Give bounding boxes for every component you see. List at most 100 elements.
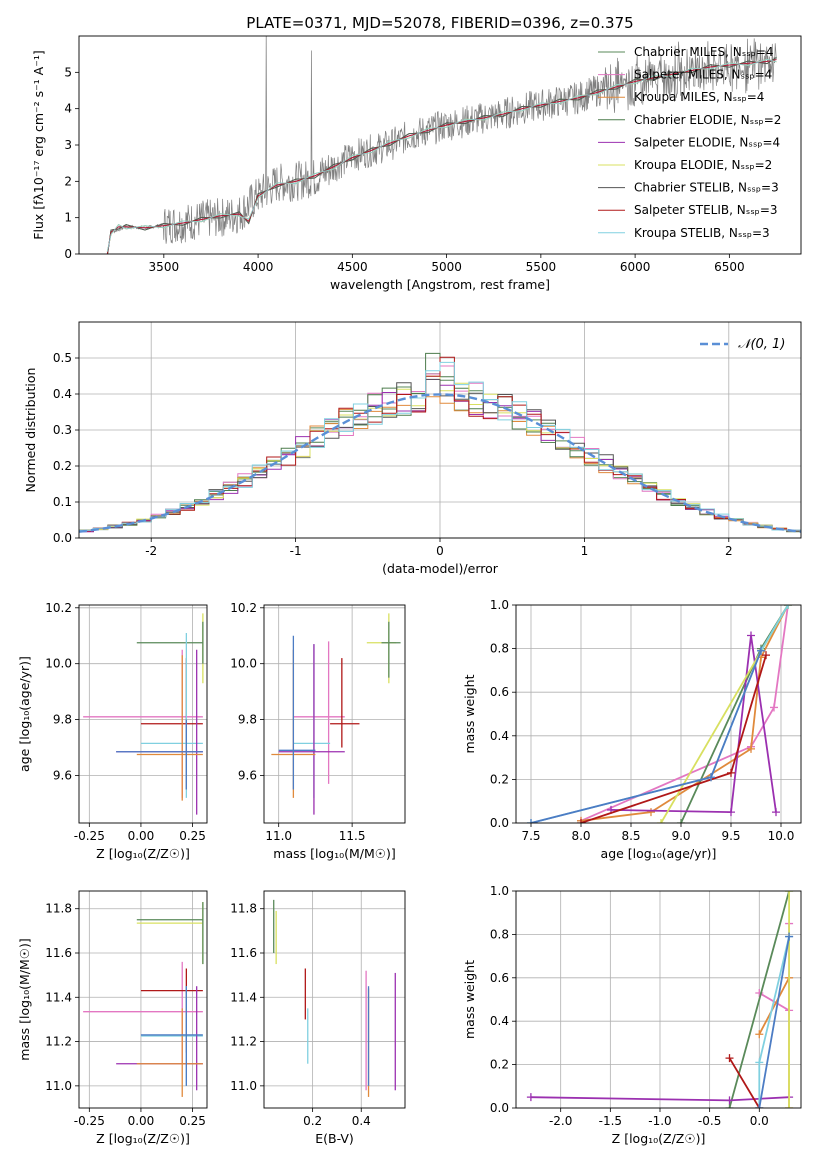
x-tick-label: 0.25 bbox=[179, 829, 206, 843]
y-tick-label: 9.6 bbox=[53, 768, 72, 782]
x-tick-label: -0.25 bbox=[74, 1114, 105, 1128]
y-tick-label: 11.0 bbox=[45, 1079, 72, 1093]
weight-marker bbox=[647, 808, 655, 817]
x-tick-label: -2 bbox=[145, 544, 157, 558]
legend-entry: Kroupa ELODIE, Nₛₛₚ=2 bbox=[634, 158, 772, 172]
x-tick-label: 6500 bbox=[714, 260, 745, 274]
x-tick-label: -1.0 bbox=[648, 1114, 671, 1128]
x-tick-label: 11.5 bbox=[339, 829, 366, 843]
y-tick-label: 0.3 bbox=[53, 423, 72, 437]
y-tick-label: 0 bbox=[64, 247, 72, 261]
x-tick-label: 10.0 bbox=[768, 829, 795, 843]
y-tick-label: 11.8 bbox=[230, 902, 257, 916]
x-tick-label: 5000 bbox=[431, 260, 462, 274]
y-tick-label: 0.4 bbox=[53, 387, 72, 401]
weight-series-line bbox=[610, 635, 777, 814]
y-tick-label: 5 bbox=[64, 65, 72, 79]
x-tick-label: 8.5 bbox=[621, 829, 640, 843]
plot-area bbox=[527, 605, 792, 823]
x-tick-label: 9.5 bbox=[721, 829, 740, 843]
y-tick-label: 11.0 bbox=[230, 1079, 257, 1093]
weight-marker bbox=[762, 651, 770, 660]
axes-frame bbox=[78, 321, 802, 539]
weight-marker bbox=[755, 1030, 764, 1039]
weight-marker bbox=[747, 744, 755, 753]
y-axis-label: mass weight bbox=[462, 960, 477, 1039]
x-tick-label: 11.0 bbox=[265, 829, 292, 843]
weight-series-line bbox=[728, 891, 790, 1108]
weight-marker bbox=[707, 773, 715, 782]
x-tick-label: 3500 bbox=[149, 260, 180, 274]
axes-frame bbox=[263, 890, 406, 1109]
y-tick-label: 0.0 bbox=[490, 816, 509, 830]
x-tick-label: -0.25 bbox=[74, 829, 105, 843]
weight-marker bbox=[757, 646, 765, 655]
weight-marker bbox=[772, 808, 780, 817]
model-curve bbox=[106, 58, 777, 252]
x-axis-label: mass [log₁₀(M/M☉)] bbox=[273, 846, 395, 861]
legend-entry: Kroupa MILES, Nₛₛₚ=4 bbox=[634, 90, 764, 104]
y-tick-label: 11.2 bbox=[45, 1035, 72, 1049]
normal-curve bbox=[79, 393, 801, 533]
weight-marker bbox=[785, 932, 794, 941]
x-axis-label: E(B-V) bbox=[315, 1131, 354, 1146]
axes-frame bbox=[515, 890, 802, 1109]
x-tick-label: 5500 bbox=[526, 260, 557, 274]
spectrum-panel: 3500 4000 4500 5000 5500 6000 6500 0 1 2 3 4 5 wavele… bbox=[31, 35, 802, 292]
y-tick-label: 0.8 bbox=[490, 927, 509, 941]
y-tick-label: 9.6 bbox=[238, 768, 257, 782]
histogram-series bbox=[79, 378, 801, 532]
mass-vs-Z-panel: -0.25 0.00 0.25 11.0 11.2 11.4 11.6 11.8 Z [log₁… bbox=[17, 890, 208, 1146]
massweight-vs-Z-panel: -2.0 -1.5 -1.0 -0.5 0.0 0.0 0.2 0.4 0.6 0.8 1.0 Z [… bbox=[462, 884, 802, 1146]
axes-frame bbox=[515, 604, 802, 824]
weight-marker bbox=[755, 1058, 764, 1067]
legend: Chabrier MILES, Nₛₛₚ=4 Salpeter MILES, Nₛ… bbox=[598, 45, 781, 240]
y-tick-label: 0.6 bbox=[490, 685, 509, 699]
weight-marker bbox=[725, 1104, 734, 1108]
plot-area bbox=[79, 352, 801, 533]
y-tick-label: 9.8 bbox=[238, 713, 257, 727]
plot-area bbox=[273, 899, 396, 1097]
weight-marker bbox=[785, 1104, 794, 1108]
legend-entry: 𝒩(0, 1) bbox=[738, 337, 785, 352]
mass-vs-EBV-panel: 0.2 0.4 11.0 11.2 11.4 11.6 11.8 E(B-V) bbox=[230, 890, 406, 1146]
y-tick-label: 11.4 bbox=[230, 990, 257, 1004]
axes-frame bbox=[78, 35, 802, 255]
y-tick-label: 11.4 bbox=[45, 990, 72, 1004]
y-tick-label: 0.2 bbox=[490, 1058, 509, 1072]
weight-marker bbox=[527, 819, 535, 823]
y-tick-label: 0.0 bbox=[490, 1101, 509, 1115]
y-axis-label: age [log₁₀(age/yr)] bbox=[17, 656, 32, 772]
y-axis-label: mass weight bbox=[462, 674, 477, 753]
x-tick-label: 4000 bbox=[243, 260, 274, 274]
plot-area bbox=[271, 613, 401, 815]
massweight-vs-age-panel: 7.5 8.0 8.5 9.0 9.5 10.0 0.0 0.2 0.4 0.6 0.8 1.0 age… bbox=[462, 598, 802, 861]
legend-entry: Chabrier MILES, Nₛₛₚ=4 bbox=[634, 45, 774, 59]
x-axis-label: Z [log₁₀(Z/Z☉)] bbox=[612, 1131, 706, 1146]
x-tick-label: 0.00 bbox=[128, 1114, 155, 1128]
weight-series-line bbox=[728, 1057, 761, 1108]
y-tick-label: 9.8 bbox=[53, 713, 72, 727]
y-tick-label: 10.2 bbox=[230, 601, 257, 615]
weight-marker bbox=[785, 891, 794, 895]
x-tick-label: -1 bbox=[290, 544, 302, 558]
axes-frame bbox=[263, 604, 406, 824]
y-tick-label: 1 bbox=[64, 211, 72, 225]
x-tick-label: -2.0 bbox=[549, 1114, 572, 1128]
y-tick-label: 11.8 bbox=[45, 902, 72, 916]
x-tick-label: -0.5 bbox=[698, 1114, 721, 1128]
y-tick-label: 10.0 bbox=[230, 657, 257, 671]
y-tick-label: 11.2 bbox=[230, 1035, 257, 1049]
x-tick-label: 0.00 bbox=[128, 829, 155, 843]
weight-marker bbox=[747, 631, 755, 640]
x-tick-label: 2 bbox=[725, 544, 733, 558]
y-tick-label: 0.5 bbox=[53, 351, 72, 365]
weight-marker bbox=[784, 605, 792, 609]
x-tick-label: 0.2 bbox=[303, 1114, 322, 1128]
residuals-panel: -2 -1 0 1 2 0.0 0.1 0.2 0.3 0.4 0.5 (data-model)/er… bbox=[23, 321, 802, 576]
y-tick-label: 0.4 bbox=[490, 729, 509, 743]
y-tick-label: 1.0 bbox=[490, 884, 509, 898]
y-axis-label: mass [log₁₀(M/M☉)] bbox=[17, 938, 32, 1060]
x-axis-label: Z [log₁₀(Z/Z☉)] bbox=[96, 846, 190, 861]
